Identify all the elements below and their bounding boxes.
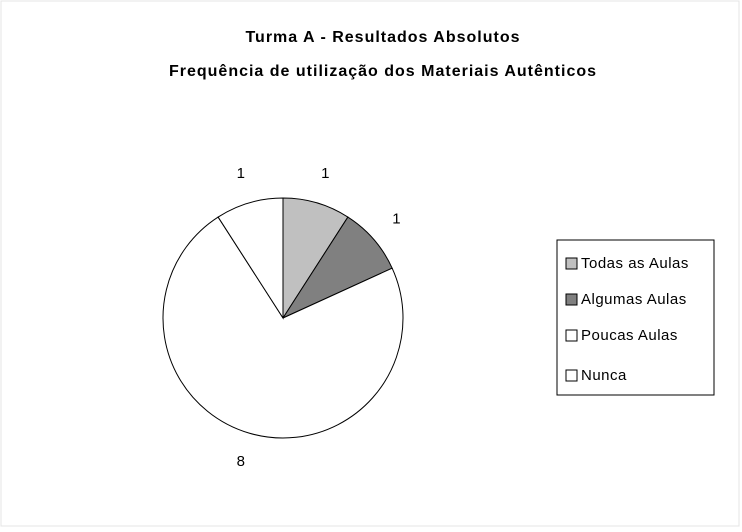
legend-label: Algumas Aulas <box>581 291 687 308</box>
chart-subtitle: Frequência de utilização dos Materiais A… <box>169 63 597 80</box>
pie-slice <box>162 216 404 439</box>
data-label: 1 <box>237 165 245 182</box>
legend-label: Todas as Aulas <box>581 255 689 272</box>
data-label: 8 <box>237 453 245 470</box>
legend-box <box>556 239 715 396</box>
pie-slice <box>217 197 284 320</box>
data-label: 1 <box>392 211 400 228</box>
legend-swatch <box>565 329 578 342</box>
legend-swatch <box>565 293 578 306</box>
chart-title: Turma A - Resultados Absolutos <box>245 29 520 46</box>
data-label: 1 <box>321 165 329 182</box>
legend-swatch <box>565 257 578 270</box>
legend-swatch <box>565 369 578 382</box>
legend-label: Poucas Aulas <box>581 327 678 344</box>
legend-label: Nunca <box>581 367 627 384</box>
